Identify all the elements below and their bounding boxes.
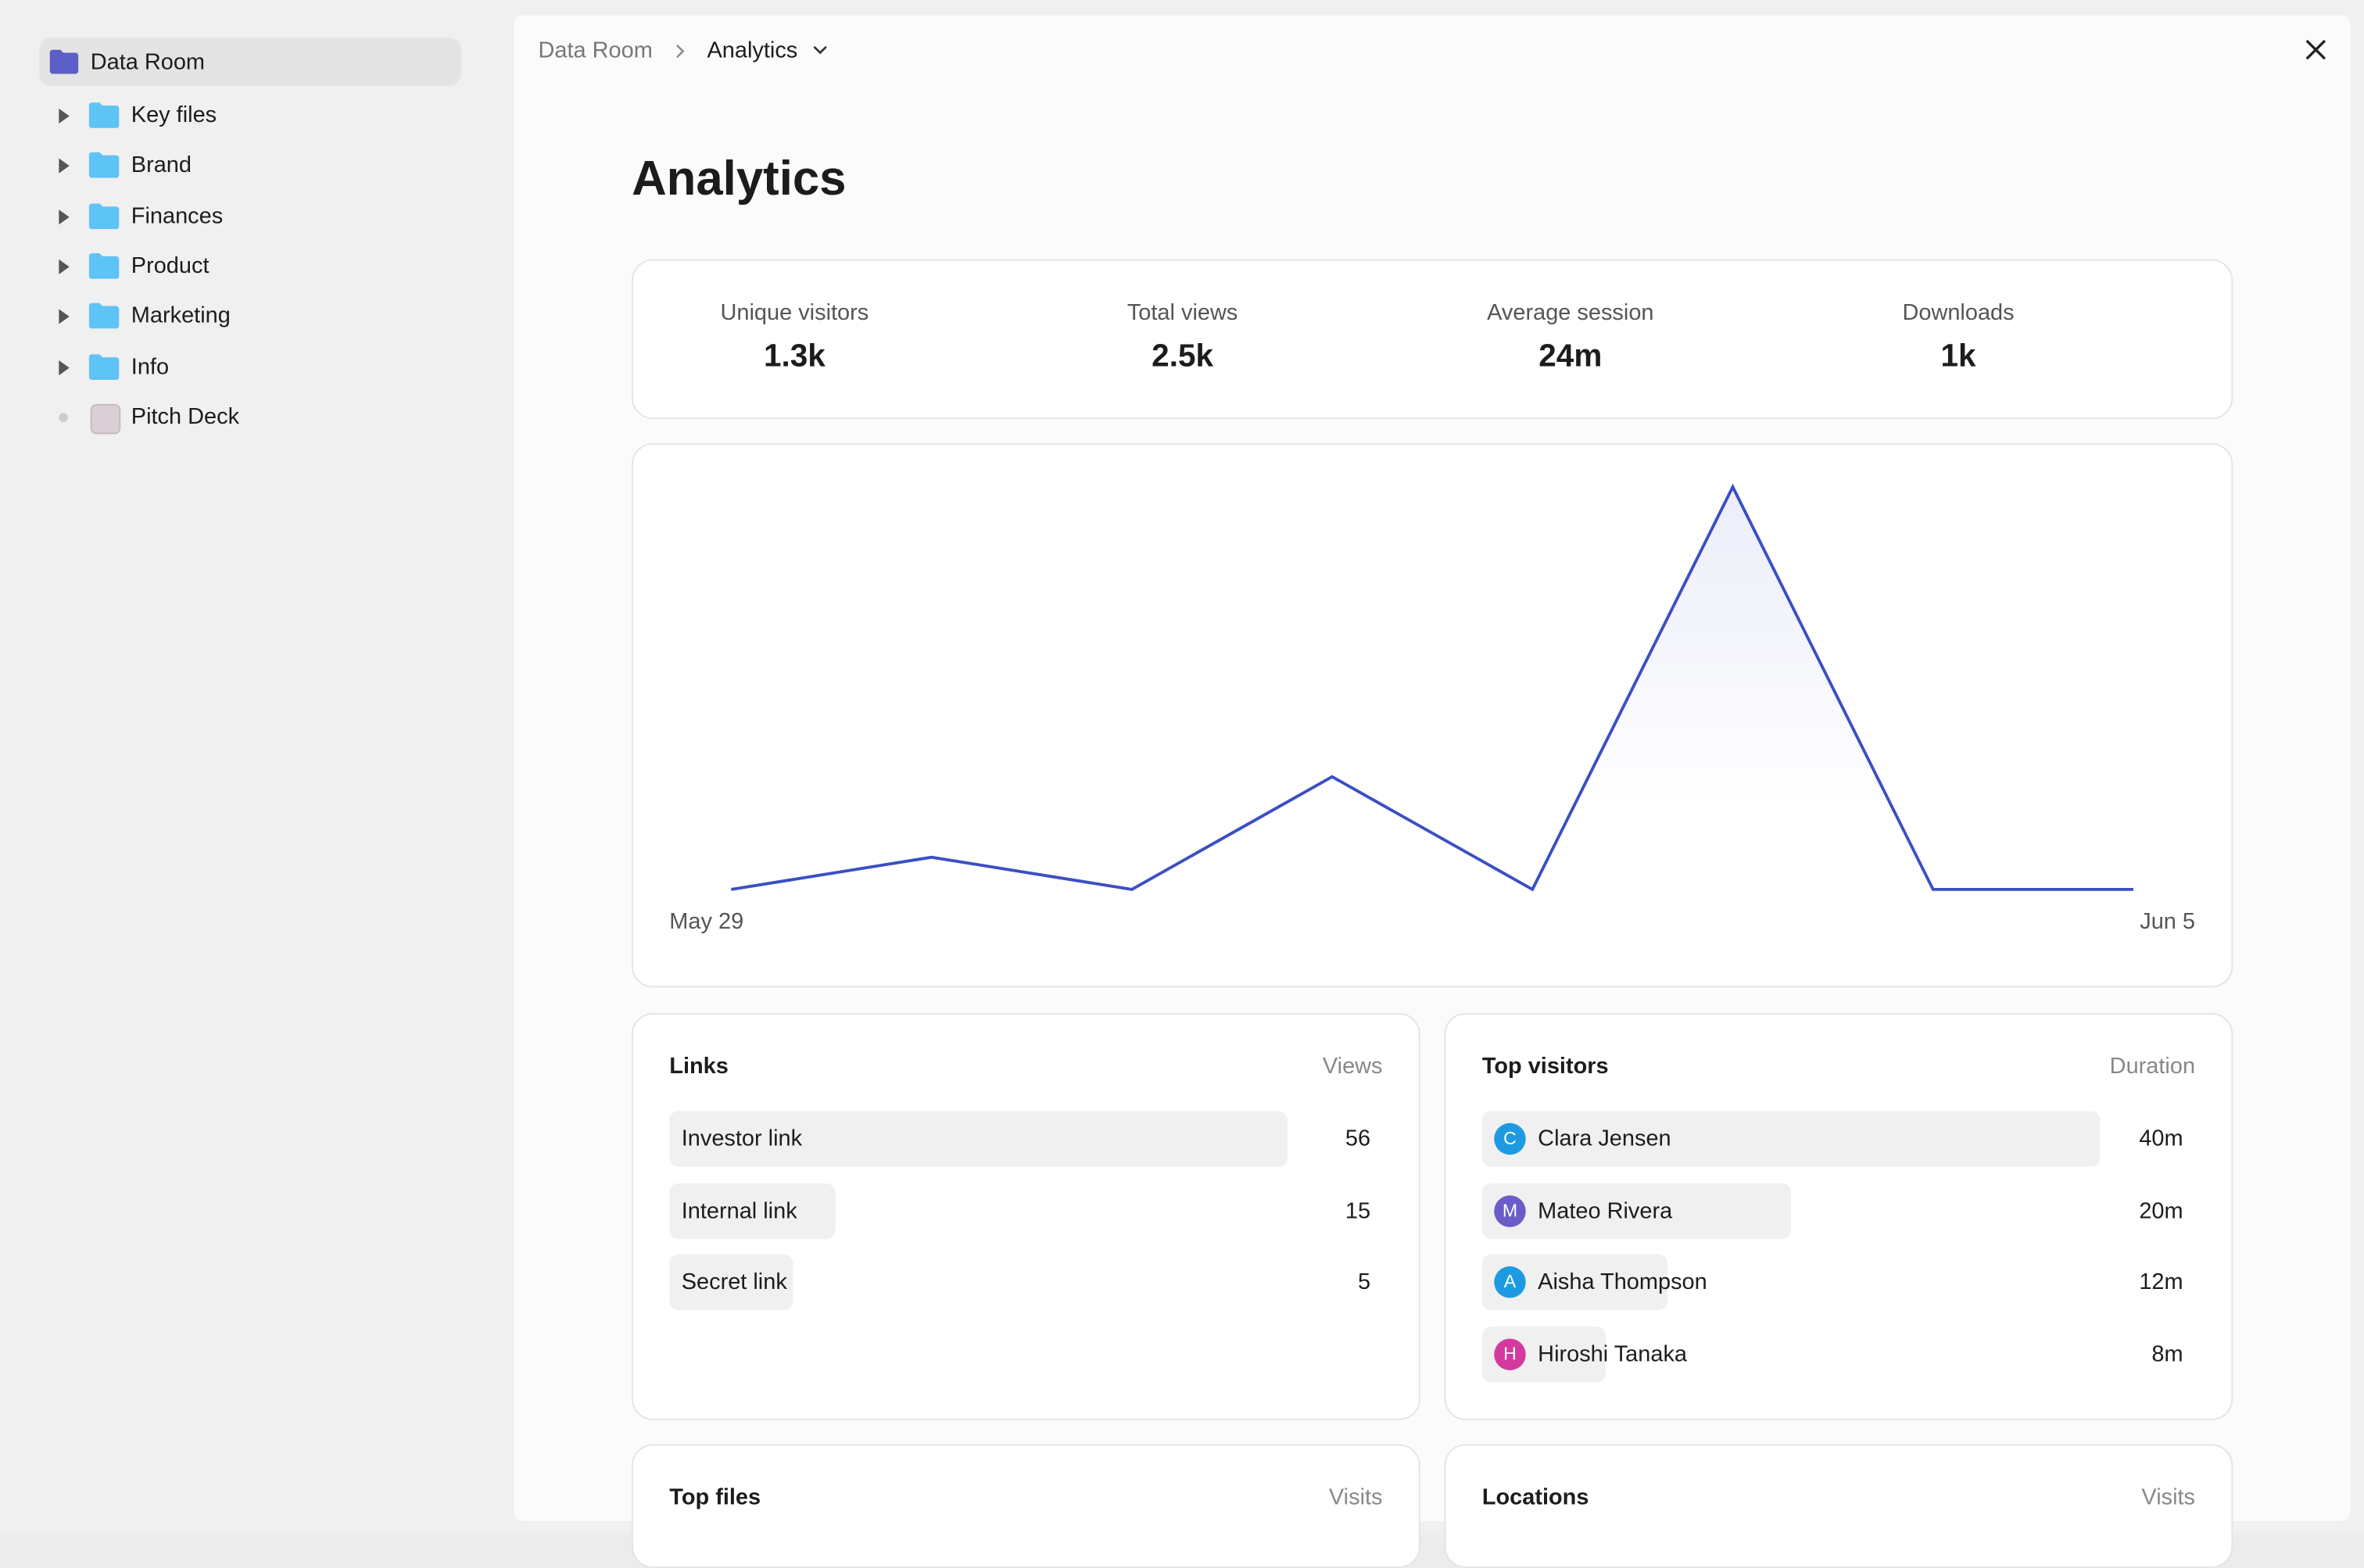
stat-label: Total views bbox=[1126, 299, 1238, 326]
row-value: 15 bbox=[1345, 1197, 1371, 1224]
row-name[interactable]: Aisha Thompson bbox=[1538, 1269, 1707, 1296]
breadcrumb-current[interactable]: Analytics bbox=[707, 38, 798, 64]
arrow bbox=[59, 259, 70, 274]
folder bbox=[88, 303, 120, 329]
column-header: Views bbox=[1322, 1054, 1383, 1079]
row-name[interactable]: Mateo Rivera bbox=[1538, 1197, 1673, 1224]
stats-card: Unique visitors 1.3k Total views 2.5k Averag… bbox=[632, 259, 2233, 420]
sidebar-item[interactable]: Key files bbox=[131, 102, 217, 128]
stat-label: Average session bbox=[1487, 299, 1654, 326]
expand-arrow[interactable] bbox=[59, 209, 70, 224]
folder bbox=[88, 353, 120, 380]
folder-icon bbox=[88, 353, 120, 380]
sidebar-item[interactable]: Finances bbox=[131, 202, 224, 229]
stat-label: Downloads bbox=[1902, 299, 2015, 326]
stat-value: 2.5k bbox=[1152, 338, 1214, 374]
bar bbox=[1481, 1111, 2101, 1167]
row-value: 20m bbox=[2139, 1197, 2183, 1224]
x-tick-label: Jun 5 bbox=[2140, 908, 2196, 935]
bar bbox=[669, 1111, 1288, 1167]
arrow bbox=[59, 209, 70, 224]
folder bbox=[88, 102, 120, 128]
row-value: 8m bbox=[2151, 1341, 2183, 1368]
expand-arrow[interactable] bbox=[59, 259, 70, 274]
bar bbox=[1481, 1183, 1792, 1239]
folder-icon bbox=[88, 202, 120, 229]
row-value: 12m bbox=[2139, 1269, 2183, 1296]
sidebar-item[interactable]: Product bbox=[131, 252, 210, 279]
expand-arrow[interactable] bbox=[59, 359, 70, 375]
visitors-card: Top visitors Duration C Clara Jensen 40m M Mat… bbox=[1444, 1013, 2233, 1420]
folder bbox=[88, 252, 120, 279]
row-name[interactable]: Investor link bbox=[681, 1126, 803, 1152]
locations-card: Locations Visits bbox=[1444, 1444, 2233, 1568]
avatar: A bbox=[1494, 1266, 1526, 1299]
bar bbox=[669, 1183, 836, 1239]
folder-icon bbox=[88, 102, 120, 128]
sidebar-item[interactable]: Brand bbox=[131, 152, 192, 179]
folder-icon bbox=[49, 49, 79, 74]
expand-arrow[interactable] bbox=[59, 108, 70, 124]
arrow bbox=[59, 359, 70, 375]
card-title: Top visitors bbox=[1481, 1054, 1609, 1079]
arrow bbox=[59, 159, 70, 174]
folder-icon bbox=[88, 252, 120, 279]
expand-arrow[interactable] bbox=[59, 309, 70, 325]
stat-label: Unique visitors bbox=[720, 299, 869, 326]
card-title: Top files bbox=[669, 1484, 761, 1511]
arrow bbox=[59, 108, 70, 124]
bullet bbox=[59, 413, 68, 422]
folder-icon bbox=[88, 303, 120, 329]
sidebar-root[interactable] bbox=[39, 38, 462, 86]
arrow bbox=[59, 309, 70, 325]
row-value: 5 bbox=[1358, 1269, 1371, 1296]
chevron bbox=[813, 45, 827, 55]
links-card: Links Views Investor link 56 Internal link 15… bbox=[632, 1013, 1420, 1420]
avatar: M bbox=[1494, 1194, 1526, 1227]
expand-arrow[interactable] bbox=[59, 159, 70, 174]
close-button[interactable] bbox=[2304, 38, 2328, 62]
stat-value: 1k bbox=[1940, 338, 1976, 374]
stat-value: 1.3k bbox=[763, 338, 826, 374]
avatar: H bbox=[1494, 1338, 1526, 1371]
row-value: 40m bbox=[2139, 1126, 2183, 1152]
column-header: Visits bbox=[2141, 1484, 2196, 1511]
chart-card: May 29 Jun 5 bbox=[632, 443, 2233, 988]
card-title: Locations bbox=[1481, 1484, 1589, 1511]
breadcrumb-sep bbox=[676, 44, 685, 59]
avatar: C bbox=[1494, 1122, 1526, 1155]
stat-value: 24m bbox=[1538, 338, 1603, 374]
column-header: Visits bbox=[1328, 1484, 1383, 1511]
row-value: 56 bbox=[1345, 1126, 1371, 1152]
row-name[interactable]: Internal link bbox=[681, 1197, 797, 1224]
folder-icon bbox=[88, 152, 120, 179]
sidebar-item[interactable]: Info bbox=[131, 353, 170, 380]
line bbox=[731, 483, 2133, 892]
app: Data Room Data Room Analytics Analytics … bbox=[39, 15, 2351, 1568]
files-card: Top files Visits bbox=[632, 1444, 1420, 1568]
sidebar-root-label: Data Room bbox=[90, 49, 206, 76]
folder bbox=[88, 202, 120, 229]
folder bbox=[88, 152, 120, 179]
area bbox=[731, 486, 2133, 890]
card-title: Links bbox=[669, 1054, 729, 1079]
bar bbox=[669, 1255, 793, 1311]
breadcrumb-parent[interactable]: Data Room bbox=[538, 38, 653, 64]
line-chart bbox=[731, 483, 2133, 892]
row-name[interactable]: Secret link bbox=[681, 1269, 787, 1296]
file-icon bbox=[90, 403, 121, 435]
column-header: Duration bbox=[2109, 1054, 2196, 1079]
sidebar-item[interactable]: Pitch Deck bbox=[131, 403, 240, 430]
row-name[interactable]: Hiroshi Tanaka bbox=[1538, 1341, 1688, 1368]
row-name[interactable]: Clara Jensen bbox=[1538, 1126, 1671, 1152]
sidebar-item[interactable]: Marketing bbox=[131, 303, 231, 329]
page-title: Analytics bbox=[632, 150, 847, 206]
x-tick-label: May 29 bbox=[669, 908, 744, 935]
